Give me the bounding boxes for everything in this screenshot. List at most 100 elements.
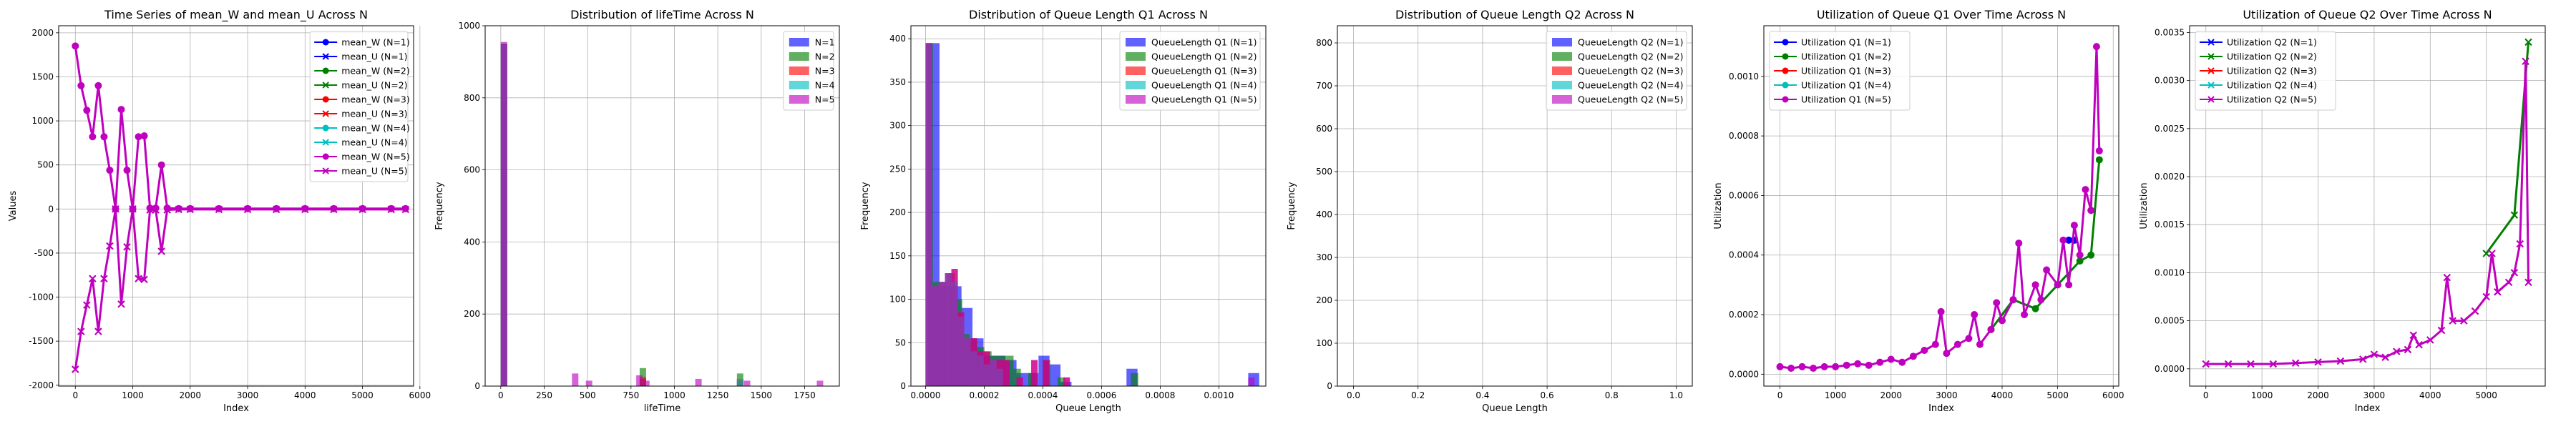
legend-label: mean_U (N=4) xyxy=(341,137,407,148)
chart-6: 0 1000 2000 3000 4000 5000 0.0000 0.0005 0.0010 0… xyxy=(2139,8,2546,414)
x-tick-label: 6000 xyxy=(409,390,431,400)
data-point xyxy=(1843,361,1850,369)
axes-frame xyxy=(58,25,414,387)
data-point xyxy=(1820,363,1828,370)
y-tick-label: 400 xyxy=(464,237,480,247)
data-point xyxy=(2015,240,2023,247)
data-point xyxy=(1953,340,1961,348)
legend-swatch xyxy=(1552,81,1572,89)
histogram-bar xyxy=(572,373,579,386)
data-point xyxy=(1921,347,1928,355)
data-point-x xyxy=(2524,38,2532,46)
data-point-x xyxy=(2426,336,2434,344)
data-point xyxy=(2031,305,2039,312)
x-tick-label: 1000 xyxy=(122,390,144,400)
y-tick-label: -1000 xyxy=(29,292,54,302)
chart-title: Distribution of Queue Length Q1 Across N xyxy=(969,8,1208,21)
data-point-x xyxy=(215,205,223,214)
chart-5: 0 1000 2000 3000 4000 5000 6000 0.0000 0.0002 0.0… xyxy=(1713,8,2124,414)
data-point-x xyxy=(146,206,154,214)
legend-swatch xyxy=(1126,38,1146,46)
x-tick-label: 0.2 xyxy=(1411,390,1425,400)
x-tick-label: 2000 xyxy=(1880,390,1902,400)
axes-frame xyxy=(2189,25,2546,387)
legend: QueueLength Q1 (N=1) QueueLength Q1 (N=2)… xyxy=(1119,31,1261,111)
legend-swatch xyxy=(1126,66,1146,75)
legend-marker xyxy=(1782,82,1789,89)
chart-3: 0.0000 0.0002 0.0004 0.0006 0.0008 0.0010 0 50 1… xyxy=(860,8,1267,414)
legend-box xyxy=(1119,31,1261,111)
data-point-x xyxy=(71,365,79,373)
x-tick-label: 0.0000 xyxy=(910,390,940,400)
x-tick-label: 5000 xyxy=(2475,390,2497,400)
legend-label: mean_W (N=5) xyxy=(341,152,410,162)
data-point xyxy=(83,107,91,114)
histogram-bar xyxy=(1002,360,1010,386)
legend-label: Utilization Q2 (N=3) xyxy=(2227,66,2317,77)
data-point xyxy=(77,82,85,89)
y-tick-label: 0.0025 xyxy=(2155,124,2185,134)
x-tick-label: 0.4 xyxy=(1475,390,1489,400)
legend-marker-x xyxy=(2207,82,2215,89)
y-tick-label: 0 xyxy=(474,381,480,391)
x-tick-label: 5000 xyxy=(351,390,374,400)
legend-swatch xyxy=(1552,66,1572,75)
data-point xyxy=(106,167,114,174)
x-tick-label: 250 xyxy=(536,390,552,400)
series-line xyxy=(2205,61,2529,365)
data-point xyxy=(100,133,108,141)
legend-marker xyxy=(322,96,329,103)
data-point xyxy=(1865,361,1873,369)
y-tick-label: 150 xyxy=(889,251,906,261)
legend-label: Utilization Q1 (N=1) xyxy=(1801,37,1891,48)
data-point-x xyxy=(77,327,85,335)
chart-4: 0.0 0.2 0.4 0.6 0.8 1.0 0 100 200 300 400 500 600 700… xyxy=(1287,8,1693,414)
histogram-bar xyxy=(970,338,977,386)
data-point-x xyxy=(129,205,137,213)
legend: Utilization Q1 (N=1) Utilization Q1 (N=2)… xyxy=(1769,31,1911,111)
data-point-x xyxy=(123,243,131,251)
legend-label: N=3 xyxy=(815,66,835,77)
data-point xyxy=(2082,186,2089,194)
legend-label: mean_W (N=2) xyxy=(341,66,410,77)
x-tick-label: 1250 xyxy=(707,390,729,400)
y-tick-label: 0.0010 xyxy=(1729,72,1759,82)
data-point xyxy=(157,161,165,169)
data-point-x xyxy=(2482,292,2490,301)
data-point xyxy=(2031,281,2039,289)
data-point xyxy=(2087,207,2095,214)
data-point-x xyxy=(2524,278,2532,287)
y-axis-label: Values xyxy=(8,191,19,222)
histogram-bar xyxy=(643,380,650,386)
data-point-x xyxy=(175,205,183,214)
x-tick-label: 750 xyxy=(623,390,639,400)
data-point-x xyxy=(2370,350,2379,358)
y-tick-label: 600 xyxy=(464,165,480,175)
data-point xyxy=(1887,355,1895,363)
x-tick-label: 4000 xyxy=(2419,390,2441,400)
data-point xyxy=(2037,296,2045,304)
data-point xyxy=(2065,281,2073,289)
data-point-x xyxy=(135,275,142,282)
data-point-x xyxy=(2522,57,2529,66)
data-point-x xyxy=(301,205,309,214)
chart-title: Distribution of Queue Length Q2 Across N xyxy=(1395,8,1634,21)
x-tick-label: 4000 xyxy=(294,390,316,400)
data-point-x xyxy=(89,275,97,282)
data-point xyxy=(2076,251,2084,259)
histogram-bar xyxy=(743,380,751,386)
x-axis-label: Queue Length xyxy=(1482,403,1548,414)
legend-swatch xyxy=(789,95,809,104)
histogram-bar xyxy=(500,41,507,387)
data-point xyxy=(2009,296,2017,304)
legend-swatch xyxy=(789,81,809,89)
histogram-bar xyxy=(636,375,643,386)
legend-label: mean_U (N=5) xyxy=(341,166,407,177)
histogram-bar xyxy=(1063,377,1070,386)
y-tick-label: 0.0010 xyxy=(2155,267,2185,277)
data-point-x xyxy=(2336,357,2345,365)
histogram-bar xyxy=(964,338,971,386)
data-point xyxy=(1943,350,1951,358)
histogram-bar xyxy=(585,380,592,386)
